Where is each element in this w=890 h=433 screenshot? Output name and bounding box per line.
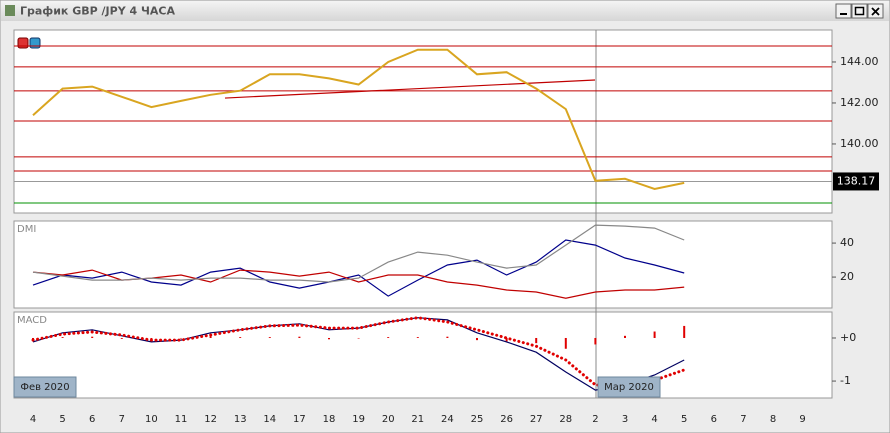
- y-tick-label: 140.00: [840, 137, 879, 150]
- macd-panel: [13, 311, 833, 399]
- histogram-bar: [91, 336, 94, 338]
- x-tick-label: 11: [175, 414, 188, 425]
- histogram-bar: [653, 331, 656, 338]
- x-tick-label: 21: [411, 414, 424, 425]
- y-tick-label: -1: [840, 374, 851, 387]
- y-tick-label: 144.00: [840, 55, 879, 68]
- title-bar: [1, 1, 889, 21]
- month-label: Мар 2020: [604, 382, 654, 393]
- y-tick-label: 20: [840, 270, 854, 283]
- month-label: Фев 2020: [20, 382, 69, 393]
- x-tick-label: 7: [740, 414, 746, 425]
- x-tick-label: 19: [352, 414, 365, 425]
- x-tick-label: 5: [681, 414, 687, 425]
- histogram-bar: [564, 337, 567, 349]
- close-button[interactable]: [867, 3, 884, 19]
- histogram-bar: [446, 336, 449, 338]
- series-line: [32, 48, 685, 191]
- histogram-bar: [239, 337, 242, 338]
- y-tick-label: 142.00: [840, 96, 879, 109]
- month-tag: [13, 376, 77, 398]
- histogram-bar: [357, 337, 360, 339]
- x-tick-label: 4: [651, 414, 657, 425]
- panel-label: DMI: [17, 224, 36, 235]
- histogram-bar: [328, 337, 330, 340]
- x-tick-label: 24: [441, 414, 454, 425]
- histogram-bar: [180, 337, 182, 339]
- x-tick-label: 6: [711, 414, 717, 425]
- histogram-bar: [505, 337, 508, 342]
- minimize-button[interactable]: [835, 3, 852, 19]
- x-tick-label: 10: [145, 414, 158, 425]
- x-tick-label: 28: [559, 414, 572, 425]
- signal-line: [31, 316, 686, 388]
- dmi-panel: [13, 220, 833, 309]
- x-tick-label: 3: [622, 414, 628, 425]
- last-price-label: 138.17: [837, 174, 876, 187]
- histogram-bar: [624, 335, 626, 338]
- x-tick-label: 25: [471, 414, 484, 425]
- x-tick-label: 27: [530, 414, 543, 425]
- histogram-bar: [594, 337, 597, 345]
- histogram-bar: [61, 337, 64, 338]
- app-icon: [5, 5, 15, 16]
- x-tick-label: 8: [770, 414, 776, 425]
- x-tick-label: 13: [234, 414, 247, 425]
- x-tick-label: 12: [204, 414, 217, 425]
- y-tick-label: +0: [840, 331, 856, 344]
- histogram-bar: [268, 337, 271, 338]
- trend-line: [224, 79, 596, 99]
- histogram-bar: [298, 336, 301, 338]
- histogram-bar: [683, 325, 686, 338]
- histogram-bar: [120, 337, 123, 339]
- x-tick-label: 17: [293, 414, 306, 425]
- maximize-button[interactable]: [851, 3, 868, 19]
- x-tick-label: 2: [592, 414, 598, 425]
- x-tick-label: 5: [59, 414, 65, 425]
- window-title: График GBP /JPY 4 ЧАСА: [20, 5, 175, 18]
- x-tick-label: 6: [89, 414, 95, 425]
- panel-label: MACD: [17, 315, 47, 326]
- x-tick-label: 20: [382, 414, 395, 425]
- x-tick-label: 4: [30, 414, 36, 425]
- last-price-box: [833, 172, 879, 191]
- histogram-bar: [476, 337, 478, 341]
- histogram-bar: [209, 336, 212, 338]
- x-tick-label: 9: [799, 414, 805, 425]
- series-line: [32, 224, 685, 283]
- histogram-bar: [387, 337, 390, 338]
- histogram-bar: [416, 337, 419, 338]
- x-tick-label: 18: [323, 414, 336, 425]
- x-tick-label: 14: [263, 414, 276, 425]
- x-tick-label: 26: [500, 414, 513, 425]
- x-tick-label: 7: [119, 414, 125, 425]
- histogram-bar: [535, 337, 538, 344]
- month-tag: [597, 376, 661, 398]
- y-tick-label: 40: [840, 236, 854, 249]
